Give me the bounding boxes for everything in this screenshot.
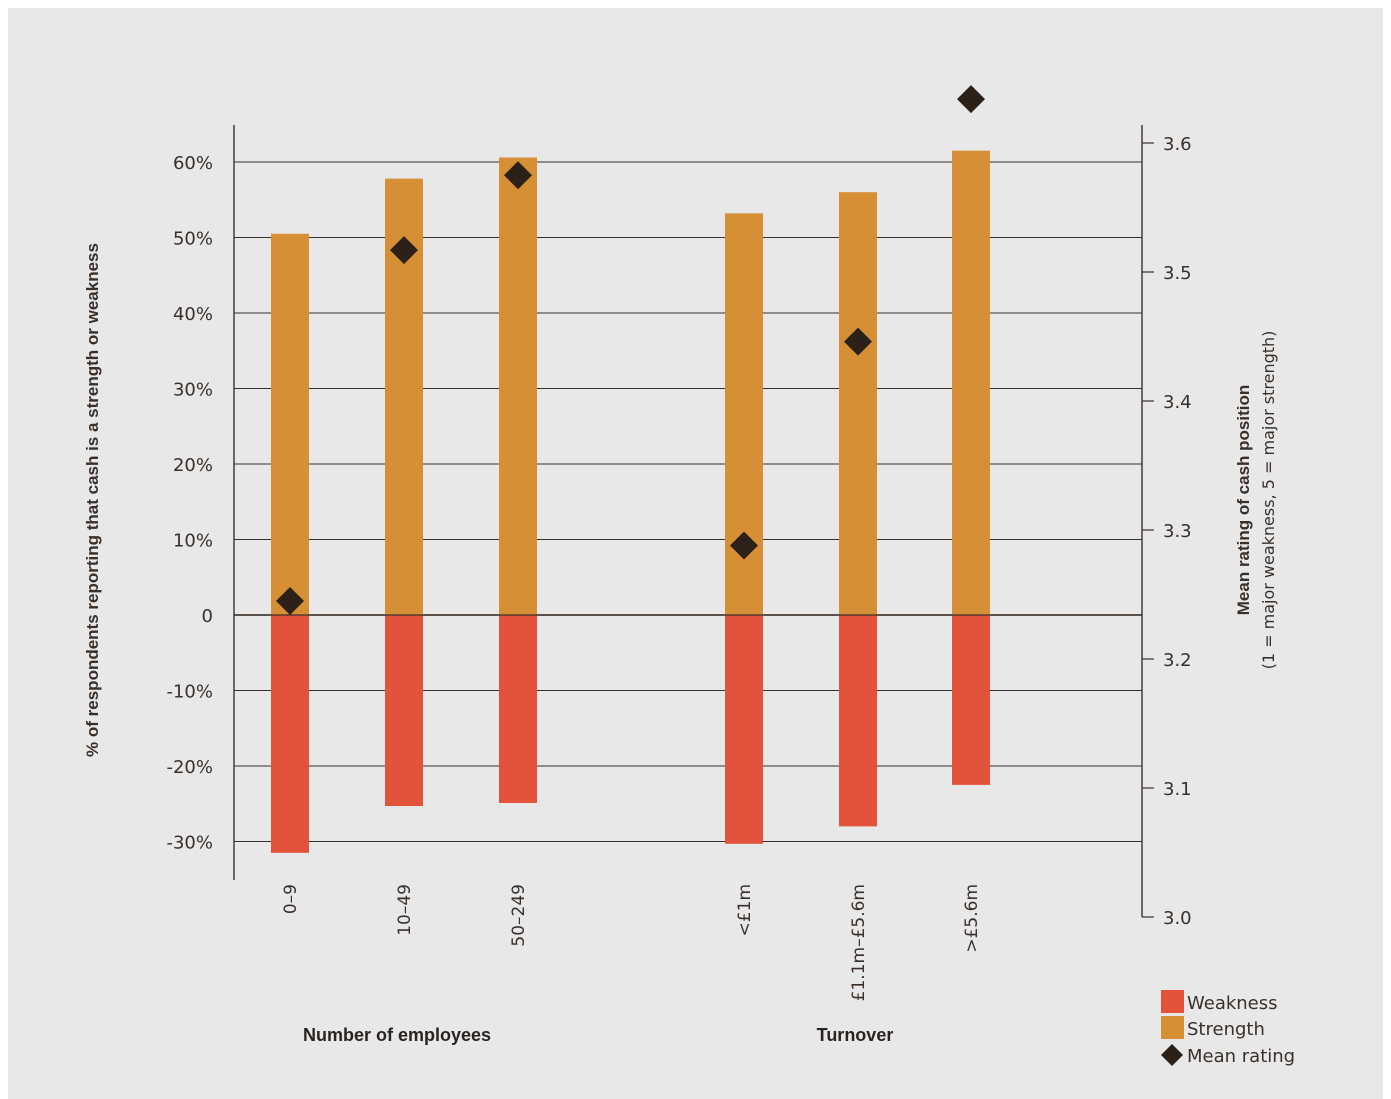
category-label: <£1m — [735, 884, 755, 936]
mean-rating-marker-50-249 — [504, 161, 532, 190]
group-title-turnover: Turnover — [817, 1025, 894, 1045]
right-tick-label: 3.4 — [1163, 392, 1192, 413]
left-tick-label: -10% — [166, 682, 213, 703]
mean-rating-marker-1m — [730, 531, 758, 560]
left-tick-label: 40% — [173, 304, 213, 325]
mean-rating-marker-0-9 — [276, 586, 304, 615]
right-tick-label: 3.2 — [1163, 650, 1192, 671]
left-tick-label: 0 — [202, 606, 213, 627]
left-tick-label: 60% — [173, 153, 213, 174]
legend-swatch-strength — [1161, 1016, 1184, 1039]
legend-label-mean-rating: Mean rating — [1187, 1046, 1295, 1067]
mean-rating-marker-1-1m-5-6m — [844, 327, 872, 356]
category-label: 10–49 — [395, 884, 415, 936]
legend-swatch-mean-rating — [1161, 1044, 1183, 1066]
legend-label-strength: Strength — [1187, 1019, 1265, 1040]
strength-bar-1-1m-5-6m — [839, 192, 877, 615]
weakness-bar-10-49 — [385, 615, 423, 807]
right-tick-label: 3.5 — [1163, 263, 1192, 284]
left-tick-label: 50% — [173, 229, 213, 250]
weakness-bar-1m — [725, 615, 763, 844]
left-tick-label: 10% — [173, 531, 213, 552]
left-tick-label: 30% — [173, 380, 213, 401]
strength-bar-50-249 — [499, 157, 537, 615]
right-tick-label: 3.1 — [1163, 779, 1192, 800]
left-tick-label: -20% — [166, 757, 213, 778]
right-tick-label: 3.3 — [1163, 521, 1192, 542]
right-tick-label: 3.6 — [1163, 134, 1192, 155]
left-axis-title: % of respondents reporting that cash is … — [83, 243, 102, 757]
left-tick-label: -30% — [166, 833, 213, 854]
weakness-bar-0-9 — [271, 615, 309, 853]
right-axis-title: Mean rating of cash position — [1234, 385, 1253, 615]
left-tick-label: 20% — [173, 455, 213, 476]
weakness-bar-5-6m — [952, 615, 990, 785]
category-label: 0–9 — [281, 884, 301, 914]
strength-bar-0-9 — [271, 233, 309, 615]
right-tick-label: 3.0 — [1163, 908, 1192, 929]
right-axis-subtitle: (1 = major weakness, 5 = major strength) — [1259, 331, 1278, 670]
category-label: £1.1m–£5.6m — [849, 884, 869, 1001]
weakness-bar-50-249 — [499, 615, 537, 803]
category-label: >£5.6m — [962, 884, 982, 953]
legend-swatch-weakness — [1161, 990, 1184, 1013]
group-title-employees: Number of employees — [303, 1025, 491, 1045]
legend-label-weakness: Weakness — [1187, 993, 1278, 1014]
weakness-bar-1-1m-5-6m — [839, 615, 877, 827]
category-label: 50–249 — [509, 884, 529, 947]
mean-rating-marker-10-49 — [390, 236, 418, 265]
mean-rating-marker-5-6m — [957, 85, 985, 114]
strength-bar-5-6m — [952, 150, 990, 616]
